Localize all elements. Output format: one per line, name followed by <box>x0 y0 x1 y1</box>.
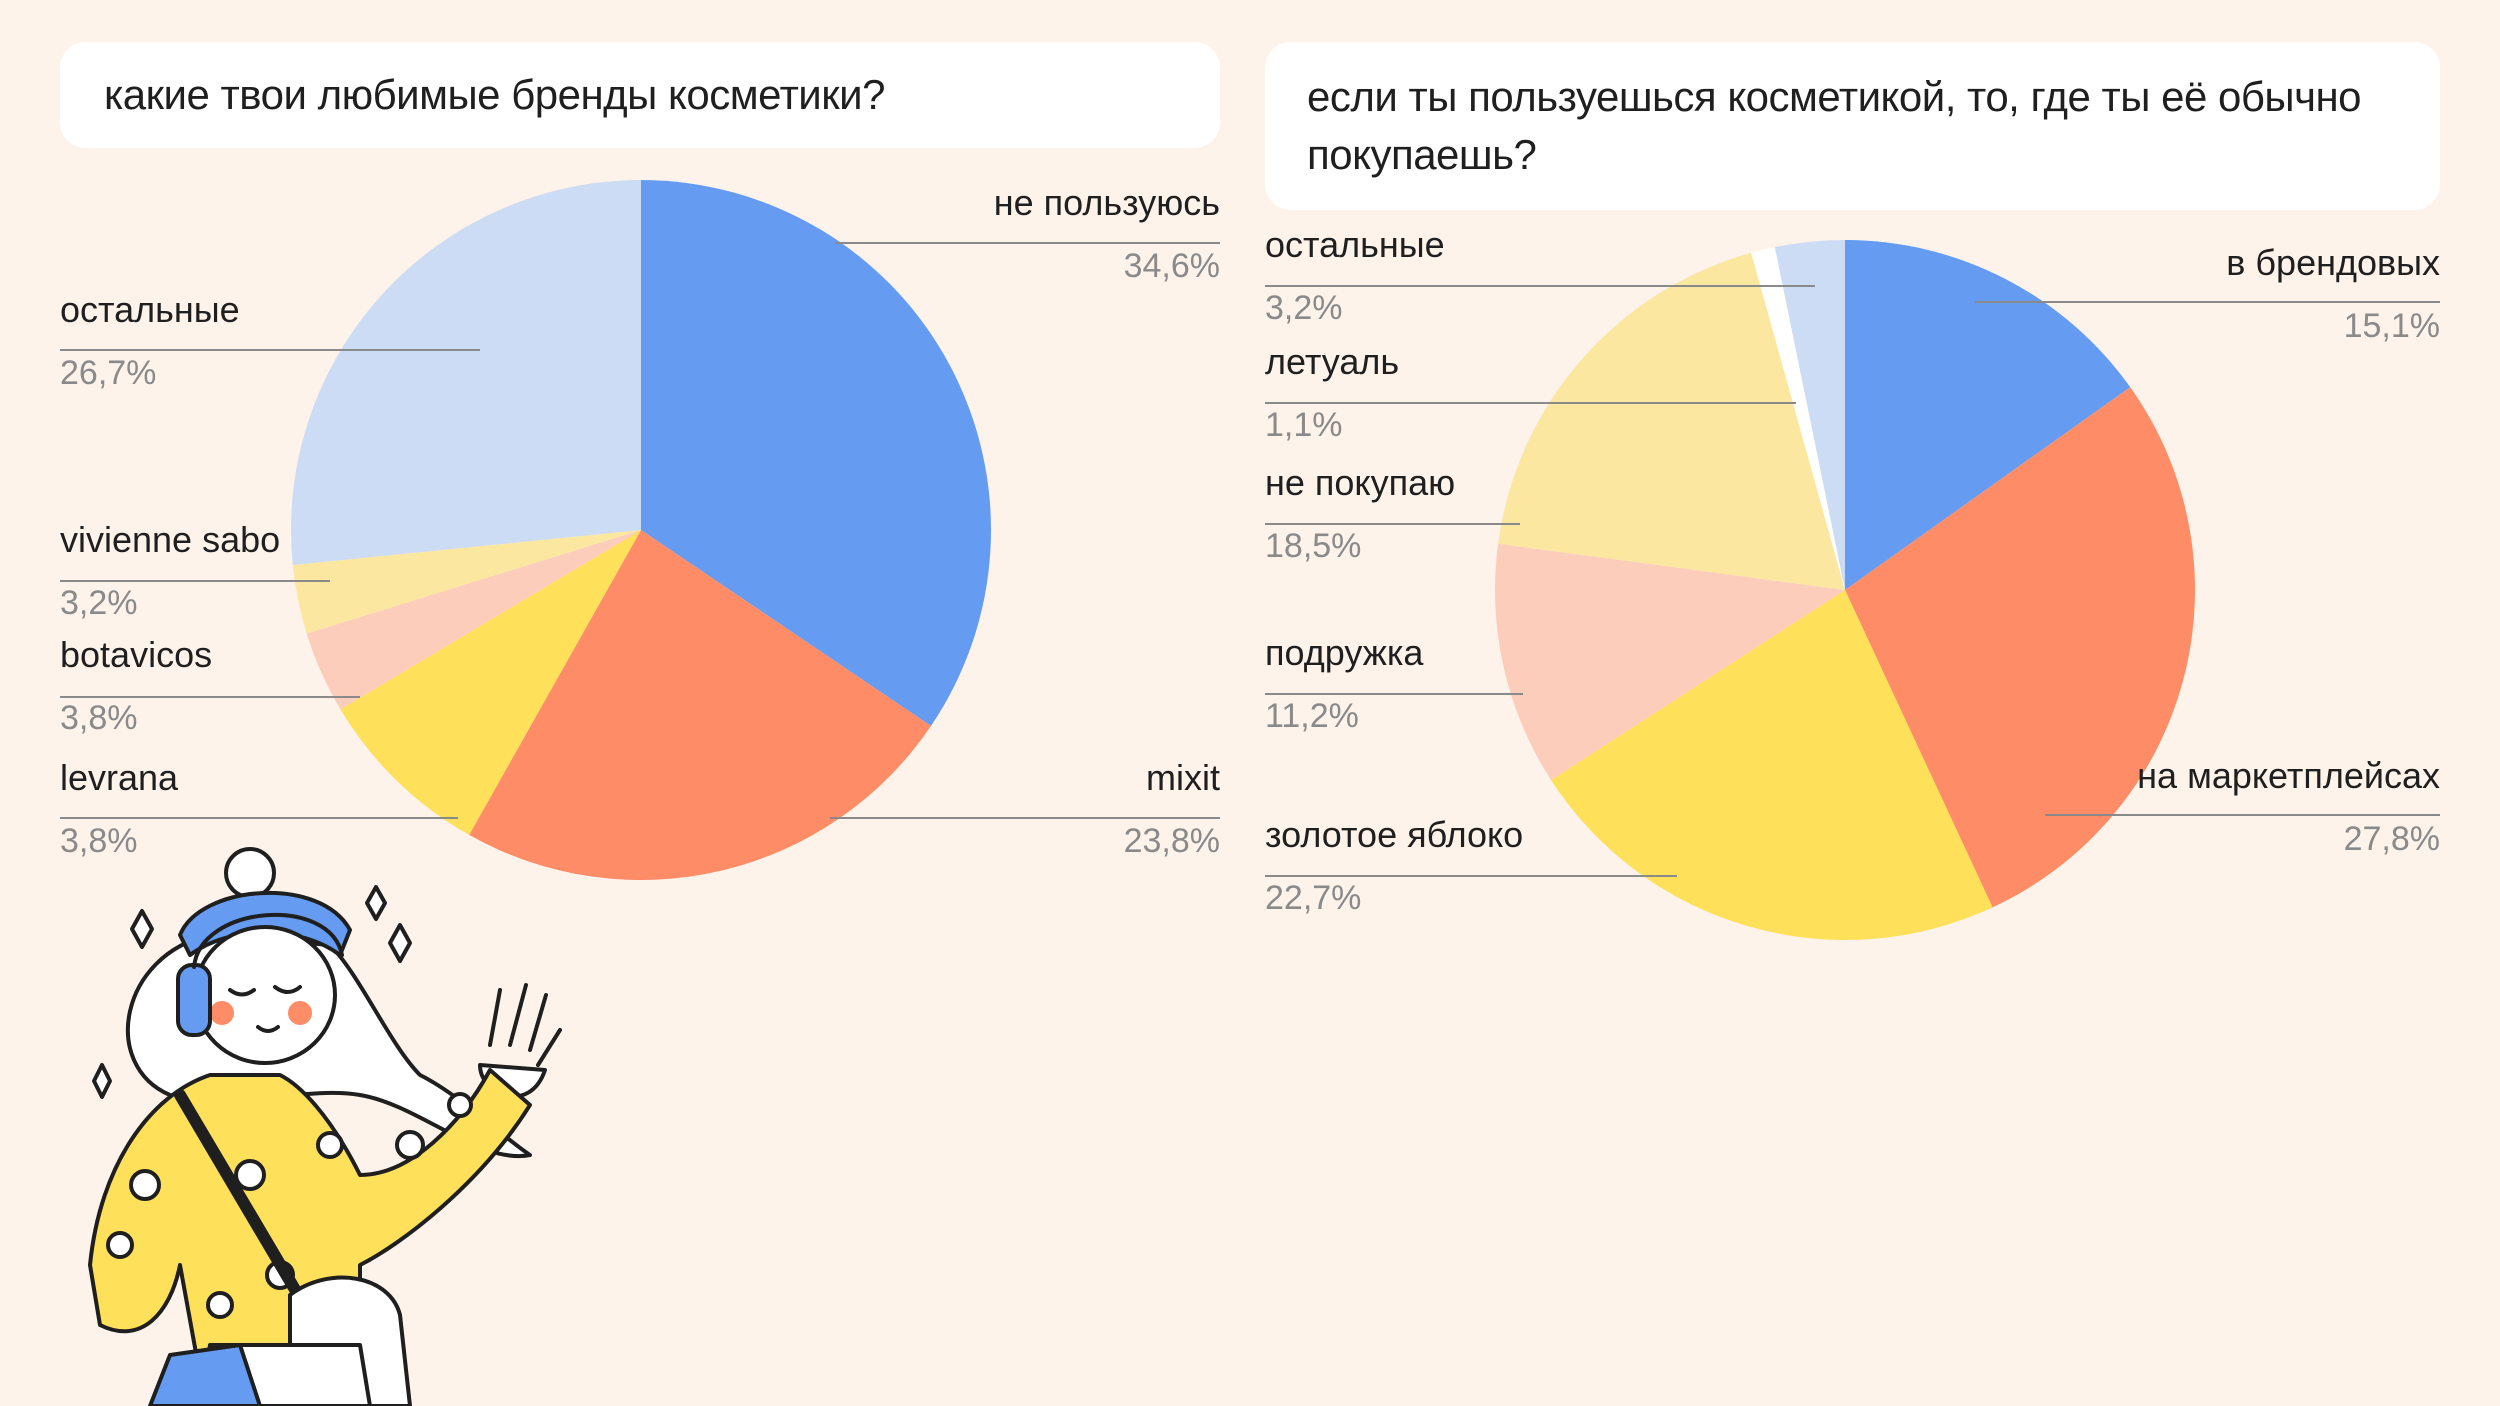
slice-label-подружка: подружка <box>1265 632 1424 673</box>
pie-chart-1: не пользуюсь 34,6% mixit 23,8% levrana 3,8% bo… <box>60 180 1220 881</box>
slice-label-botavicos: botavicos <box>60 634 212 675</box>
slice-value-не-покупаю: 18,5% <box>1265 527 1361 565</box>
pie-slice-подружка <box>1495 543 1845 781</box>
pie-slice-не-пользуюсь <box>641 180 991 727</box>
slice-label-на-маркетплейсах: на маркетплейсах <box>2137 755 2440 796</box>
slice-value-не-пользуюсь: 34,6% <box>1124 247 1220 285</box>
slice-label-mixit: mixit <box>1146 757 1220 798</box>
pie-slice-на-маркетплейсах <box>1845 387 2195 908</box>
slice-value-остальные: 3,2% <box>1265 289 1343 327</box>
pie-slice-не-покупаю <box>1498 252 1845 590</box>
slice-label-levrana: levrana <box>60 757 179 798</box>
slice-label-летуаль: летуаль <box>1265 341 1399 382</box>
slice-value-золотое-яблоко: 22,7% <box>1265 879 1361 917</box>
pie-slice-vivienne-sabo <box>292 530 641 634</box>
slice-value-остальные: 26,7% <box>60 354 156 392</box>
pie-slice-летуаль <box>1751 247 1845 590</box>
slice-label-остальные: остальные <box>60 289 240 330</box>
slice-label-золотое-яблоко: золотое яблоко <box>1265 814 1523 855</box>
girl-illustration <box>88 847 562 1406</box>
slice-value-mixit: 23,8% <box>1124 822 1220 860</box>
pie-slice-botavicos <box>306 530 641 710</box>
pie-slice-остальные <box>1774 240 1845 590</box>
slice-value-botavicos: 3,8% <box>60 699 138 737</box>
pie-chart-2: в брендовых 15,1% на маркетплейсах 27,8% зол… <box>1265 224 2440 940</box>
pie-slice-в-брендовых <box>1845 240 2131 590</box>
pie-slice-золотое-яблоко <box>1551 590 1993 940</box>
pie-slice-levrana <box>340 530 641 835</box>
slice-label-vivienne-sabo: vivienne sabo <box>60 519 280 560</box>
slice-value-в-брендовых: 15,1% <box>2344 307 2440 345</box>
slice-value-на-маркетплейсах: 27,8% <box>2344 820 2440 858</box>
slice-label-в-брендовых: в брендовых <box>2226 242 2440 283</box>
slice-value-подружка: 11,2% <box>1265 697 1359 735</box>
slice-label-не-покупаю: не покупаю <box>1265 462 1455 503</box>
slice-label-не-пользуюсь: не пользуюсь <box>994 182 1220 223</box>
pie-slice-mixit <box>469 530 931 881</box>
slice-label-остальные: остальные <box>1265 224 1445 265</box>
pie-slice-остальные <box>291 180 641 565</box>
slice-value-vivienne-sabo: 3,2% <box>60 584 138 622</box>
slice-value-levrana: 3,8% <box>60 822 138 860</box>
question-card-shops: если ты пользуешься косметикой, то, где … <box>1265 42 2440 210</box>
question-card-brands: какие твои любимые бренды косметики? <box>60 42 1220 148</box>
chart-title-brands: какие твои любимые бренды косметики? <box>104 71 885 118</box>
slice-value-летуаль: 1,1% <box>1265 406 1343 444</box>
chart-title-shops: если ты пользуешься косметикой, то, где … <box>1307 73 2362 178</box>
